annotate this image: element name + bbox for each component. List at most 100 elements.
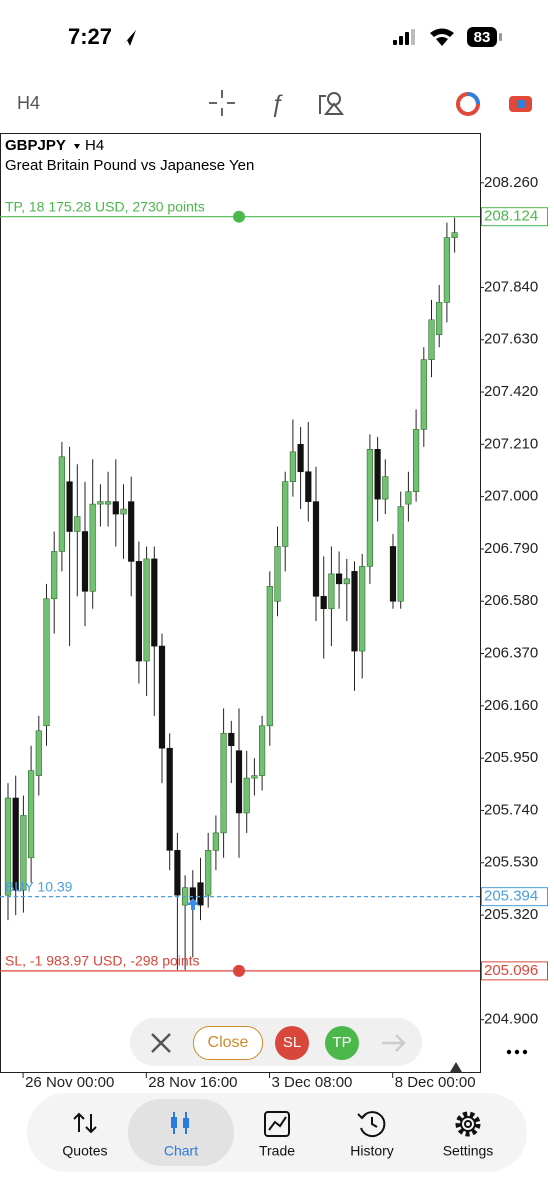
candle-body <box>397 506 404 602</box>
history-icon[interactable] <box>357 1111 386 1138</box>
candle-body <box>243 777 250 814</box>
candle-body <box>274 546 281 602</box>
trade-icon[interactable] <box>456 92 480 116</box>
nav-label[interactable]: History <box>350 1143 394 1159</box>
x-tick-label: 3 Dec 08:00 <box>272 1074 353 1091</box>
candle-body <box>351 571 358 652</box>
y-tick-label: 206.580 <box>484 592 538 609</box>
y-tick-label: 207.000 <box>484 488 538 505</box>
tp-label[interactable]: TP <box>332 1034 351 1051</box>
chart-frame <box>0 133 481 1073</box>
x-tick-label: 28 Nov 16:00 <box>148 1074 237 1091</box>
candle-body <box>382 476 389 500</box>
candle-body <box>158 645 166 749</box>
candle-body <box>220 732 227 834</box>
level-price-box <box>481 207 548 227</box>
candle-body <box>120 508 127 515</box>
candle-body <box>235 750 243 814</box>
candle-body <box>35 730 42 776</box>
y-tick-label: 207.840 <box>484 278 538 295</box>
close-icon[interactable] <box>151 1033 171 1053</box>
candle-body <box>51 551 58 600</box>
level-label: TP, 18 175.28 USD, 2730 points <box>5 198 205 214</box>
candle-body <box>20 815 27 891</box>
indicators-icon[interactable]: ƒ <box>270 90 283 117</box>
candle-body <box>228 732 235 747</box>
level-handle[interactable] <box>233 964 245 977</box>
candle-body <box>151 558 158 647</box>
y-tick-label: 207.420 <box>484 383 538 400</box>
candle-body <box>289 451 297 483</box>
crosshair-icon[interactable] <box>209 90 235 116</box>
settings-icon[interactable] <box>455 1111 481 1137</box>
candle-body <box>105 501 112 505</box>
nav-label[interactable]: Chart <box>164 1143 198 1159</box>
sl-label[interactable]: SL <box>283 1034 301 1051</box>
candle-body <box>389 546 397 602</box>
candle-body <box>174 850 181 896</box>
y-tick-label: 206.790 <box>484 540 538 557</box>
candle-body <box>58 456 65 552</box>
nav-label[interactable]: Trade <box>259 1143 295 1159</box>
close-label[interactable]: Close <box>208 1034 249 1051</box>
battery-level: 83 <box>474 29 491 46</box>
candle-body <box>305 471 312 502</box>
candle-body <box>212 832 220 851</box>
clock: 7:27 <box>68 24 112 49</box>
objects-icon[interactable] <box>319 92 345 115</box>
y-tick-label: 208.260 <box>484 174 538 191</box>
trade-nav-icon[interactable] <box>264 1111 290 1137</box>
candle-body <box>312 501 320 597</box>
candle-body <box>205 850 212 896</box>
y-tick-label: 206.370 <box>484 645 538 662</box>
candle-body <box>197 882 204 906</box>
depth-icon[interactable] <box>509 96 532 112</box>
candle-body <box>366 449 374 567</box>
candle-body <box>97 501 104 505</box>
wifi-icon <box>430 28 454 46</box>
candle-body <box>66 481 73 532</box>
candle-body <box>258 725 266 776</box>
chart-subtitle: Great Britain Pound vs Japanese Yen <box>5 157 254 174</box>
more-icon[interactable] <box>506 1049 528 1055</box>
tp-button[interactable] <box>325 1026 359 1060</box>
level-handle[interactable] <box>233 210 245 223</box>
candle-body <box>343 578 350 585</box>
candle-body <box>374 449 381 500</box>
level-label: SL, -1 983.97 USD, -298 points <box>5 953 200 969</box>
candle-body <box>443 237 451 303</box>
nav-label[interactable]: Quotes <box>62 1143 107 1159</box>
candle-body <box>128 501 135 562</box>
battery <box>467 27 497 47</box>
candle-body <box>135 561 143 662</box>
y-tick-label: 205.950 <box>484 749 538 766</box>
candle-body <box>420 359 427 430</box>
sl-button[interactable] <box>275 1026 309 1060</box>
next-icon[interactable] <box>382 1034 406 1052</box>
close-button[interactable] <box>193 1026 263 1060</box>
plot: 208.260 207.840 207.630 207.420 207.210 207.0… <box>0 174 548 1091</box>
level-price: 208.124 <box>484 208 538 225</box>
candle-body <box>297 444 304 473</box>
candle-body <box>166 747 173 851</box>
y-tick-label: 205.320 <box>484 906 538 923</box>
y-tick-label: 205.740 <box>484 801 538 818</box>
symbol[interactable]: GBPJPY <box>5 137 66 154</box>
chart-icon[interactable] <box>171 1112 189 1134</box>
nav-label[interactable]: Settings <box>443 1143 494 1159</box>
candle-body <box>436 302 443 336</box>
candle-body <box>81 531 89 592</box>
level-price: 205.394 <box>484 888 538 905</box>
level-label: BUY 10.39 <box>5 878 73 894</box>
candle-body <box>328 573 335 610</box>
timeframe-button[interactable]: H4 <box>17 93 40 113</box>
buy-arrow <box>187 898 199 910</box>
candle-body <box>412 429 420 492</box>
chart-timeframe: H4 <box>85 137 104 154</box>
y-tick-label: 207.630 <box>484 331 538 348</box>
quotes-icon[interactable] <box>73 1112 97 1134</box>
x-tick-label: 26 Nov 00:00 <box>25 1074 114 1091</box>
location-icon <box>122 30 136 46</box>
candle-body <box>335 573 343 585</box>
